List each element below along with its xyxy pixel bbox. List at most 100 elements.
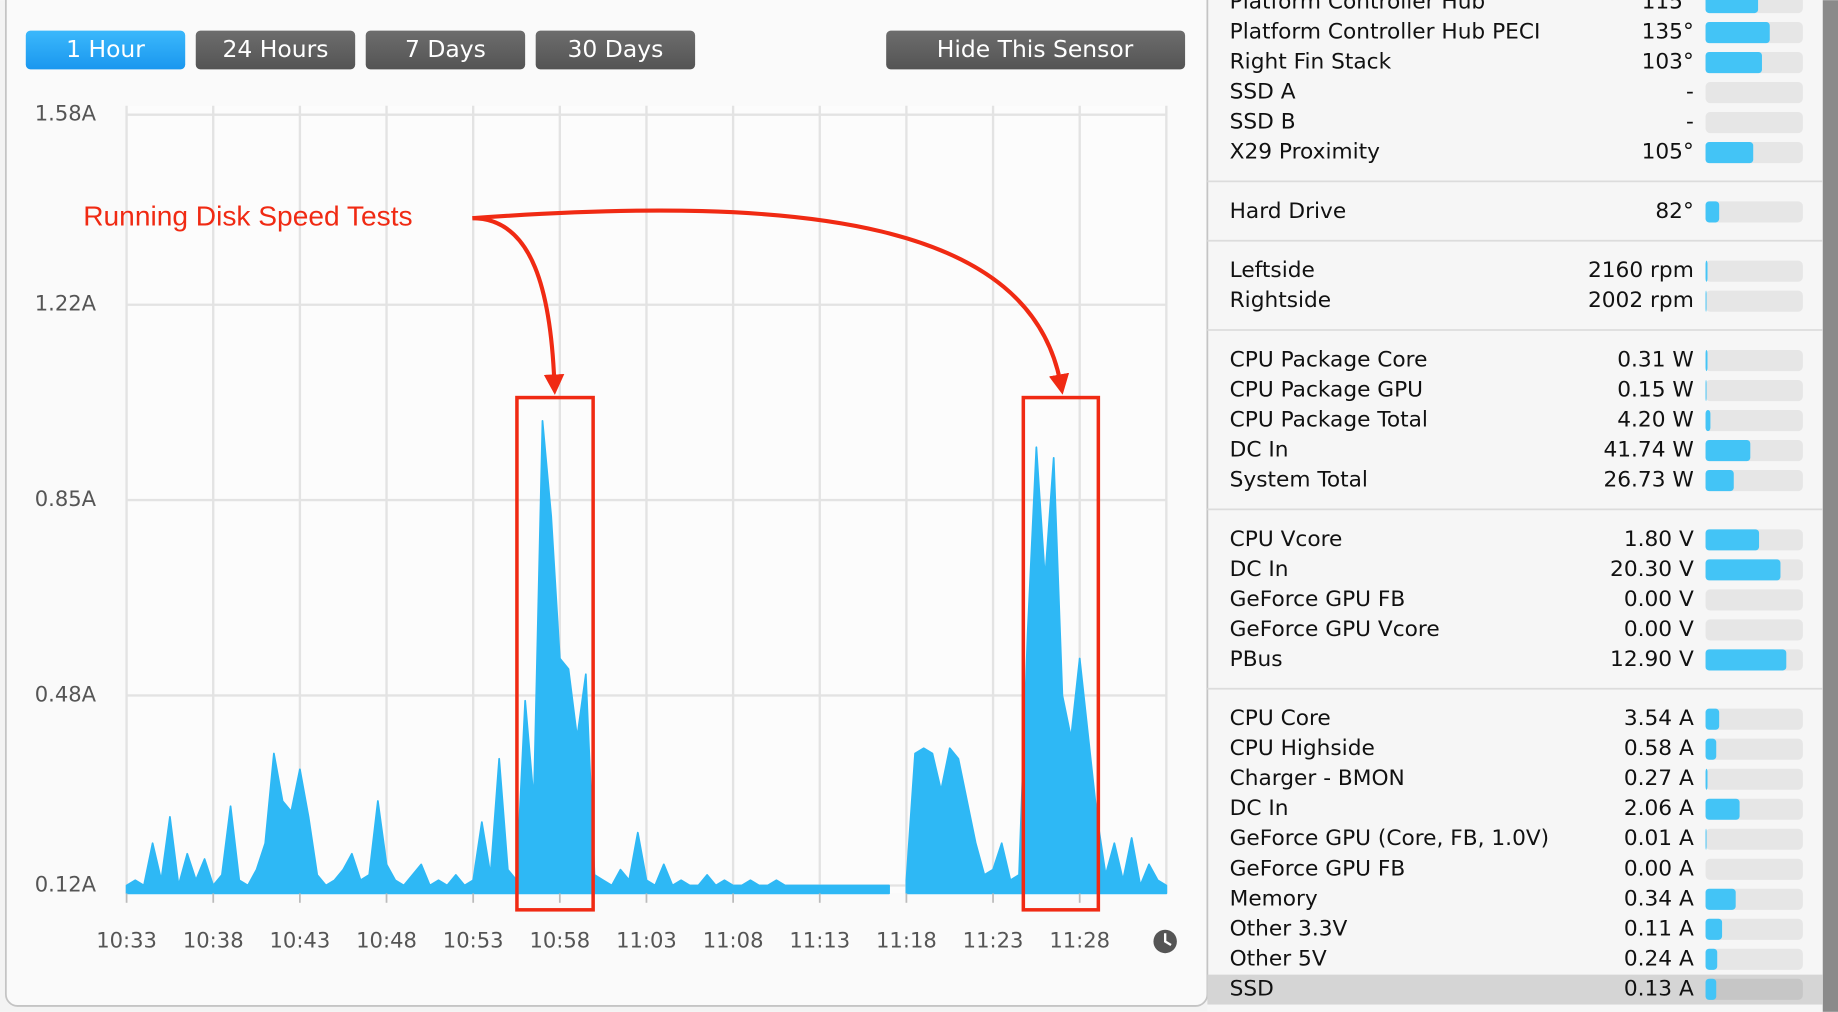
hide-button[interactable]: Hide This Sensor bbox=[886, 30, 1186, 70]
sensor-name: CPU Package GPU bbox=[1230, 378, 1423, 403]
sensor-value: 2160 rpm bbox=[1588, 258, 1694, 283]
sensor-value: 115° bbox=[1642, 0, 1694, 15]
tab-label: 1 Hour bbox=[66, 35, 145, 63]
level-bar bbox=[1705, 440, 1751, 462]
sensor-name: CPU Highside bbox=[1230, 736, 1375, 761]
sensor-name: GeForce GPU (Core, FB, 1.0V) bbox=[1230, 826, 1550, 851]
tab-background bbox=[365, 30, 526, 70]
level-track bbox=[1705, 978, 1803, 1000]
sensor-row[interactable]: Other 3.3V 0.11 A bbox=[1230, 916, 1803, 941]
sensor-row[interactable]: Memory 0.34 A bbox=[1230, 886, 1803, 911]
sensor-row[interactable]: CPU Package GPU 0.15 W bbox=[1230, 378, 1803, 403]
sensor-value: 2.06 A bbox=[1624, 796, 1694, 821]
sensor-value: 82° bbox=[1655, 199, 1693, 224]
sensor-row[interactable]: CPU Package Core 0.31 W bbox=[1230, 348, 1803, 373]
sensor-value: 0.15 W bbox=[1617, 378, 1694, 403]
sensor-row[interactable]: Platform Controller Hub PECI 135° bbox=[1230, 20, 1803, 45]
button-background bbox=[886, 30, 1186, 70]
sensor-row[interactable]: SSD A - bbox=[1230, 80, 1803, 105]
sensor-name: DC In bbox=[1230, 796, 1289, 821]
highlight-box bbox=[1021, 395, 1101, 912]
level-track bbox=[1705, 708, 1803, 730]
level-bar bbox=[1705, 379, 1707, 402]
y-tick-label: 0.85A bbox=[35, 486, 97, 511]
sensor-row[interactable]: SSD B - bbox=[1230, 110, 1803, 135]
level-track bbox=[1705, 201, 1803, 223]
sensor-row[interactable]: DC In 41.74 W bbox=[1230, 438, 1803, 463]
sensor-name: Memory bbox=[1230, 886, 1318, 911]
x-tick-label: 10:33 bbox=[96, 927, 157, 952]
level-bar bbox=[1705, 948, 1718, 970]
sensor-value: - bbox=[1686, 80, 1694, 105]
tab-button[interactable]: 1 Hour bbox=[25, 30, 186, 70]
level-track bbox=[1705, 82, 1803, 104]
x-tick-label: 10:48 bbox=[356, 927, 417, 952]
sensor-row[interactable]: GeForce GPU FB 0.00 A bbox=[1230, 856, 1803, 881]
sensor-row[interactable]: DC In 20.30 V bbox=[1230, 557, 1803, 582]
sensor-row[interactable]: Hard Drive 82° bbox=[1230, 199, 1803, 224]
y-tick-label: 0.48A bbox=[35, 681, 97, 706]
x-tick-label: 10:43 bbox=[270, 927, 331, 952]
sensor-value: 4.20 W bbox=[1617, 408, 1694, 433]
sensor-row[interactable]: X29 Proximity 105° bbox=[1230, 140, 1803, 165]
sensor-row[interactable]: CPU Highside 0.58 A bbox=[1230, 736, 1803, 761]
level-bar bbox=[1705, 470, 1734, 492]
sensor-row[interactable]: GeForce GPU (Core, FB, 1.0V) 0.01 A bbox=[1230, 826, 1803, 851]
arrow bbox=[472, 208, 1070, 395]
sensor-row[interactable]: Rightside 2002 rpm bbox=[1230, 288, 1803, 313]
highlight-box bbox=[515, 395, 595, 912]
sensor-row[interactable]: Leftside 2160 rpm bbox=[1230, 258, 1803, 283]
sensor-row[interactable]: System Total 26.73 W bbox=[1230, 468, 1803, 493]
sensor-value: 12.90 V bbox=[1610, 647, 1694, 672]
sensor-name: CPU Package Total bbox=[1230, 408, 1428, 433]
tab-label: 30 Days bbox=[568, 35, 664, 63]
area bbox=[905, 446, 1168, 895]
sensor-name: X29 Proximity bbox=[1230, 140, 1381, 165]
sensor-row[interactable]: Right Fin Stack 103° bbox=[1230, 50, 1803, 75]
tab-button[interactable]: 24 Hours bbox=[195, 30, 356, 70]
sensor-row[interactable]: GeForce GPU Vcore 0.00 V bbox=[1230, 617, 1803, 642]
level-bar bbox=[1705, 978, 1717, 1000]
level-track bbox=[1705, 828, 1803, 850]
sensor-row[interactable]: GeForce GPU FB 0.00 V bbox=[1230, 587, 1803, 612]
sensor-name: GeForce GPU FB bbox=[1230, 856, 1406, 881]
sensor-value: 1.80 V bbox=[1624, 527, 1694, 552]
sensor-name: GeForce GPU FB bbox=[1230, 587, 1406, 612]
sensor-name: Platform Controller Hub PECI bbox=[1230, 20, 1541, 45]
sensor-row[interactable]: Platform Controller Hub 115° bbox=[1230, 0, 1803, 15]
x-tick-label: 11:03 bbox=[616, 927, 677, 952]
level-bar bbox=[1705, 409, 1711, 432]
sensor-row[interactable]: Charger - BMON 0.27 A bbox=[1230, 766, 1803, 791]
sensor-name: Charger - BMON bbox=[1230, 766, 1405, 791]
sensor-row[interactable]: Other 5V 0.24 A bbox=[1230, 946, 1803, 971]
x-tick-label: 11:23 bbox=[963, 927, 1024, 952]
x-tick-label: 11:18 bbox=[876, 927, 937, 952]
sensor-row[interactable]: SSD 0.13 A bbox=[1207, 974, 1823, 1005]
sensor-value: 0.00 V bbox=[1624, 587, 1694, 612]
tab-button[interactable]: 30 Days bbox=[535, 30, 696, 70]
sensor-row[interactable]: PBus 12.90 V bbox=[1230, 647, 1803, 672]
level-bar bbox=[1705, 828, 1707, 850]
level-bar bbox=[1705, 888, 1736, 910]
sensor-name: CPU Core bbox=[1230, 706, 1331, 731]
clock-icon bbox=[1153, 929, 1177, 954]
sensor-value: 0.58 A bbox=[1624, 736, 1694, 761]
grid bbox=[125, 105, 1168, 894]
sensor-value: 0.01 A bbox=[1624, 826, 1694, 851]
sensor-name: Platform Controller Hub bbox=[1230, 0, 1486, 15]
sensor-row[interactable]: CPU Core 3.54 A bbox=[1230, 706, 1803, 731]
level-bar bbox=[1705, 142, 1754, 164]
x-tick-label: 10:58 bbox=[529, 927, 590, 952]
sensor-row[interactable]: CPU Vcore 1.80 V bbox=[1230, 527, 1803, 552]
sensor-row[interactable]: DC In 2.06 A bbox=[1230, 796, 1803, 821]
sensor-name: DC In bbox=[1230, 557, 1289, 582]
tab-background bbox=[535, 30, 696, 70]
level-bar bbox=[1705, 529, 1760, 551]
tab-button[interactable]: 7 Days bbox=[365, 30, 526, 70]
sensor-value: 105° bbox=[1642, 140, 1694, 165]
sensor-name: SSD A bbox=[1230, 80, 1296, 105]
tab-background bbox=[25, 30, 186, 70]
level-bar bbox=[1705, 738, 1717, 760]
sensor-row[interactable]: CPU Package Total 4.20 W bbox=[1230, 408, 1803, 433]
sensor-value: 103° bbox=[1642, 50, 1694, 75]
